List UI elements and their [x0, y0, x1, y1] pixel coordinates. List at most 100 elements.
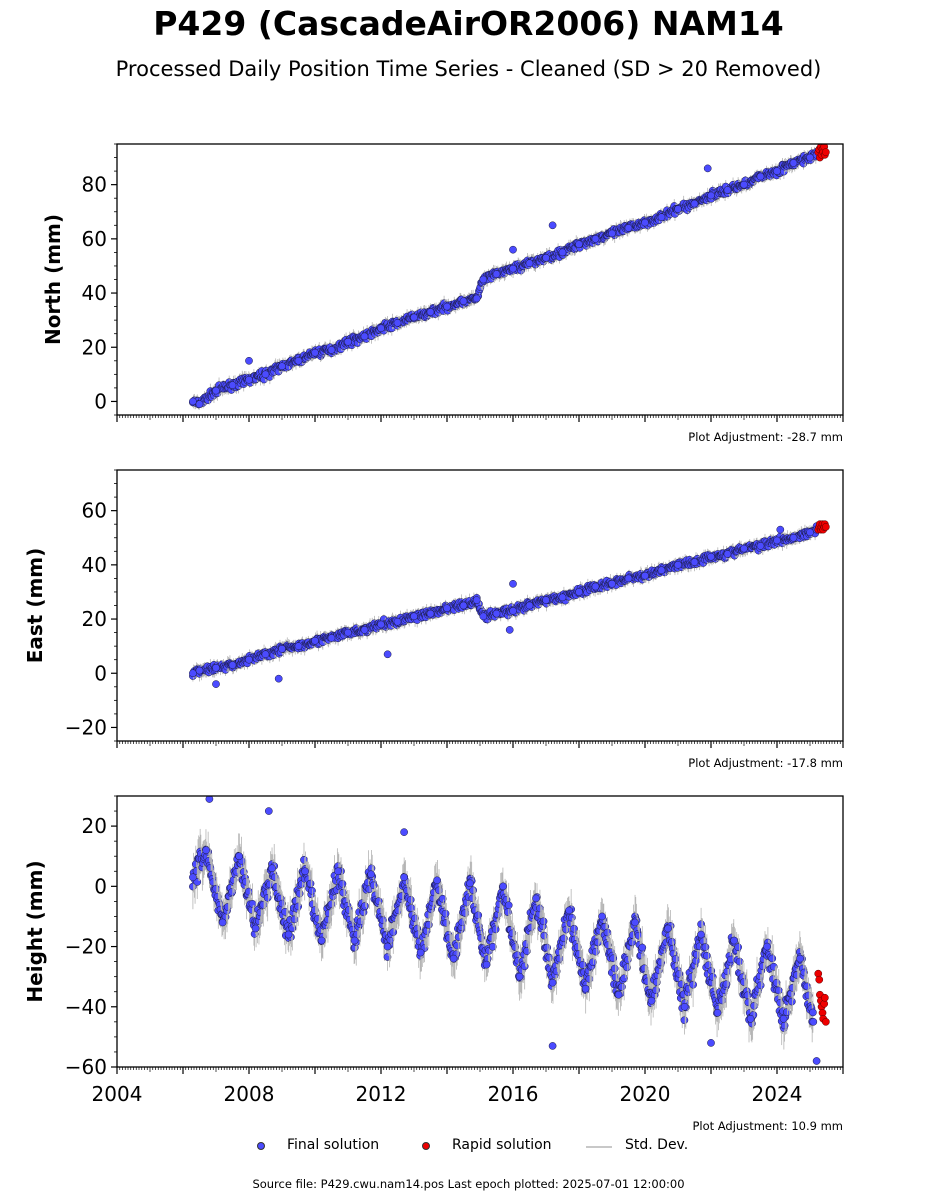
final-solution-point — [591, 235, 600, 243]
final-solution-outlier — [509, 245, 517, 254]
y-axis-label: East (mm) — [23, 548, 47, 664]
final-solution-point — [294, 356, 303, 365]
final-solution-point — [308, 886, 316, 895]
final-solution-point — [740, 180, 748, 189]
final-solution-point — [479, 612, 488, 621]
final-solution-point — [248, 900, 257, 908]
final-solution-point — [472, 294, 481, 303]
final-solution-point — [756, 542, 765, 550]
final-solution-point — [377, 324, 385, 333]
final-solution-outlier — [509, 579, 517, 588]
final-solution-point — [327, 634, 336, 642]
y-tick-label: 40 — [82, 281, 107, 305]
final-solution-point — [245, 375, 253, 384]
final-solution-point — [443, 604, 451, 613]
final-solution-point — [426, 609, 435, 618]
final-solution-point — [657, 566, 666, 575]
final-solution-point — [443, 302, 451, 311]
final-solution-point — [438, 894, 447, 903]
final-solution-point — [509, 607, 517, 615]
final-solution-point — [479, 275, 488, 284]
final-solution-point — [707, 191, 715, 200]
final-solution-point — [261, 370, 270, 379]
final-solution-point — [278, 645, 286, 653]
final-solution-point — [410, 612, 418, 621]
final-solution-outlier — [383, 650, 392, 659]
y-tick-label: 0 — [94, 389, 107, 413]
final-solution-point — [344, 628, 352, 637]
y-tick-label: 60 — [82, 227, 107, 251]
final-solution-point — [189, 669, 197, 678]
final-solution-point — [558, 248, 567, 257]
final-solution-point — [327, 346, 336, 354]
final-solution-outlier — [505, 626, 514, 634]
final-solution-point — [441, 909, 450, 918]
final-solution-point — [459, 297, 468, 306]
final-solution-outlier — [776, 525, 785, 534]
final-solution-point — [674, 561, 682, 569]
final-solution-point — [575, 240, 583, 249]
final-solution-point — [525, 601, 534, 610]
final-solution-point — [410, 313, 418, 322]
final-solution-point — [542, 596, 550, 604]
final-solution-point — [406, 895, 415, 904]
y-tick-label: −20 — [65, 715, 107, 739]
final-solution-point — [558, 593, 567, 602]
final-solution-point — [806, 153, 814, 162]
final-solution-point — [311, 348, 319, 357]
final-solution-point — [261, 650, 270, 659]
final-solution-point — [624, 574, 633, 583]
final-solution-point — [488, 942, 497, 951]
final-solution-point — [608, 579, 616, 588]
final-solution-point — [608, 229, 616, 238]
final-solution-point — [723, 186, 732, 194]
final-solution-outlier — [212, 680, 220, 688]
final-solution-outlier — [274, 674, 283, 683]
final-solution-point — [707, 552, 715, 561]
final-solution-point — [195, 400, 204, 409]
final-solution-point — [212, 386, 220, 395]
rapid-solution-point — [821, 523, 830, 531]
final-solution-point — [789, 159, 798, 167]
final-solution-point — [338, 879, 347, 888]
final-solution-point — [306, 879, 315, 888]
final-solution-point — [195, 666, 204, 675]
final-solution-point — [641, 218, 649, 227]
final-solution-outlier — [245, 356, 253, 365]
final-solution-point — [575, 588, 583, 596]
final-solution-point — [690, 199, 699, 208]
final-solution-point — [624, 224, 633, 232]
final-solution-point — [245, 655, 253, 664]
final-solution-point — [525, 259, 534, 268]
final-solution-point — [509, 264, 517, 273]
final-solution-point — [189, 397, 197, 406]
final-solution-point — [377, 620, 385, 629]
y-tick-label: 0 — [94, 661, 107, 685]
y-tick-label: 80 — [82, 173, 107, 197]
final-solution-point — [591, 582, 600, 591]
final-solution-point — [641, 571, 649, 580]
final-solution-point — [773, 536, 781, 545]
rapid-solution-point — [821, 148, 830, 156]
final-solution-point — [491, 925, 500, 934]
panel-0-plot-area — [189, 144, 830, 410]
y-tick-label: 20 — [82, 335, 107, 359]
final-solution-point — [657, 213, 666, 222]
final-solution-point — [789, 533, 798, 542]
final-solution-point — [426, 308, 435, 316]
chart-subtitle: Processed Daily Position Time Series - C… — [115, 57, 822, 81]
final-solution-point — [393, 319, 402, 327]
final-solution-point — [740, 544, 748, 553]
final-solution-point — [542, 253, 550, 262]
final-solution-point — [212, 663, 220, 672]
final-solution-point — [492, 270, 501, 278]
final-solution-point — [806, 528, 814, 537]
plot-adjustment-note: Plot Adjustment: -28.7 mm — [688, 430, 843, 444]
final-solution-point — [344, 337, 352, 346]
y-tick-label: 20 — [82, 607, 107, 631]
final-solution-outlier — [548, 221, 557, 230]
y-tick-label: 60 — [82, 499, 107, 523]
final-solution-point — [311, 636, 319, 645]
final-solution-point — [228, 381, 237, 390]
final-solution-point — [690, 558, 699, 566]
